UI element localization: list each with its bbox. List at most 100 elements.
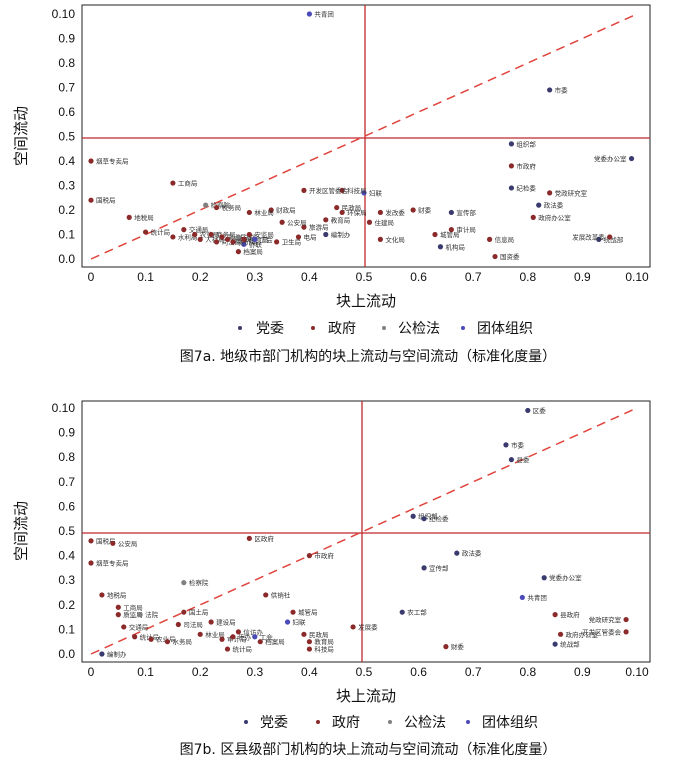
point-label: 档案局 (265, 637, 285, 646)
y-tick-label: 0.9 (58, 426, 75, 440)
data-point (274, 239, 280, 245)
point-label: 编制办 (107, 650, 127, 659)
legend-label-tuanti: 团体组织 (482, 715, 538, 731)
plot-frame (81, 4, 651, 268)
y-tick-label: 0.8 (58, 450, 75, 464)
point-label: 党政研究室 (555, 188, 588, 197)
point-label: 教育局 (331, 215, 351, 224)
point-label: 卫生局 (282, 237, 302, 246)
data-point (552, 612, 558, 618)
data-point (306, 639, 312, 645)
point-label: 信访办 (243, 627, 263, 636)
x-tick-label: 0 (88, 270, 95, 284)
y-axis-label: 空间流动 (12, 501, 30, 561)
y-tick-label: 0.6 (58, 499, 75, 513)
point-label: 妇联 (369, 188, 383, 197)
y-tick-label: 0.10 (52, 401, 76, 415)
y-tick-label: 0.2 (58, 598, 75, 612)
figure-caption: 图7a. 地级市部门机构的块上流动与空间流动（标准化度量） (180, 348, 556, 365)
point-label: 纪检委 (429, 514, 449, 523)
data-point (557, 631, 564, 637)
point-label: 统战部 (604, 235, 624, 244)
data-point (547, 190, 553, 196)
legend-dot-tuanti (461, 326, 465, 330)
data-point (323, 217, 329, 223)
data-point (132, 634, 138, 640)
point-label: 党政研究室 (589, 615, 622, 624)
point-label: 科技局 (314, 645, 334, 654)
point-label: 质监局 (123, 610, 143, 619)
data-point (552, 641, 558, 647)
y-tick-label: 0.4 (58, 154, 75, 168)
point-label: 组织部 (516, 139, 536, 148)
data-point (99, 592, 105, 598)
data-point (323, 231, 329, 238)
data-point (219, 234, 225, 240)
data-point (110, 540, 116, 546)
y-tick-label: 0.8 (58, 56, 75, 70)
point-label: 农业局 (156, 635, 176, 644)
data-point (197, 631, 203, 637)
point-label: 国税局 (96, 536, 116, 545)
data-point (377, 236, 383, 242)
data-point (208, 619, 214, 625)
data-point (492, 253, 498, 260)
data-point (508, 457, 515, 463)
data-point (508, 141, 515, 147)
data-point (224, 646, 231, 652)
point-label: 安监局 (254, 230, 274, 239)
point-label: 司法局 (183, 620, 203, 629)
data-point (410, 207, 416, 213)
point-label: 统计局 (151, 228, 171, 237)
x-tick-label: 0.1 (137, 270, 154, 284)
y-tick-label: 0.4 (58, 549, 75, 563)
point-label: 林业局 (254, 208, 274, 217)
data-point (290, 609, 296, 615)
point-label: 国土局 (189, 608, 209, 617)
point-label: 检察院 (211, 201, 231, 210)
data-point (263, 592, 269, 598)
data-point (448, 227, 454, 233)
chart-7b: 区委市委县委组织部纪检委政法委宣传部党委办公室共青团县政府党政研究室开发区管委会… (12, 400, 651, 758)
point-label: 侨办 (238, 632, 252, 641)
data-point (350, 624, 356, 630)
data-point (361, 190, 367, 196)
x-tick-label: 0.2 (192, 270, 209, 284)
data-point (115, 612, 121, 618)
data-point (334, 204, 340, 211)
point-label: 共青团 (314, 10, 334, 19)
data-point (213, 204, 220, 211)
x-tick-label: 0.1 (137, 665, 154, 679)
point-label: 林业局 (205, 630, 225, 639)
point-label: 政府办公室 (538, 213, 571, 222)
x-tick-label: 0.6 (410, 270, 427, 284)
point-label: 侨联 (249, 240, 263, 249)
legend-dot-dang (238, 326, 242, 330)
data-point (148, 636, 154, 642)
data-point (121, 624, 127, 630)
data-point (88, 560, 94, 566)
data-point (525, 407, 531, 414)
x-tick-label: 0.9 (574, 270, 591, 284)
legend-dot-gongjianfa (382, 326, 386, 330)
y-tick-label: 0.10 (52, 7, 76, 21)
y-tick-label: 0.1 (58, 622, 75, 636)
point-label: 宣传部 (429, 563, 449, 572)
data-point (235, 234, 242, 240)
data-point (246, 231, 252, 238)
point-label: 档案局 (243, 247, 262, 256)
data-point (339, 187, 345, 193)
point-label: 地税局 (107, 590, 127, 599)
data-point (306, 11, 312, 17)
point-label: 发改委 (385, 208, 405, 217)
legend-dot-dang (244, 720, 248, 724)
point-label: 交通局 (189, 225, 209, 234)
data-point (295, 234, 302, 240)
diagonal-reference-line (90, 407, 638, 655)
point-label: 工会 (260, 235, 274, 244)
x-tick-label: 0.3 (246, 665, 263, 679)
data-point (508, 163, 515, 169)
point-label: 财委 (418, 206, 432, 215)
data-point (448, 209, 454, 216)
